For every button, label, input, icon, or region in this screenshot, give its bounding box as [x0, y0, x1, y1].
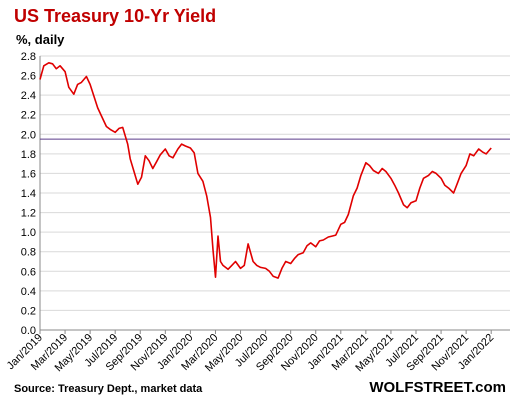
- y-tick-label: 1.4: [21, 188, 36, 200]
- y-tick-label: 1.8: [21, 149, 36, 161]
- y-tick-label: 1.2: [21, 208, 36, 220]
- y-tick-label: 0.8: [21, 247, 36, 259]
- y-tick-label: 0.6: [21, 266, 36, 278]
- y-tick-label: 1.6: [21, 168, 36, 180]
- y-tick-label: 0.2: [21, 305, 36, 317]
- y-tick-label: 2.0: [21, 129, 36, 141]
- y-tick-label: 2.2: [21, 110, 36, 122]
- y-tick-label: 2.6: [21, 71, 36, 83]
- y-tick-label: 1.0: [21, 227, 36, 239]
- y-tick-label: 0.0: [21, 325, 36, 337]
- brand-label: WOLFSTREET.com: [369, 379, 506, 396]
- y-tick-label: 0.4: [21, 286, 36, 298]
- y-tick-label: 2.8: [21, 51, 36, 63]
- y-tick-label: 2.4: [21, 90, 36, 102]
- source-note: Source: Treasury Dept., market data: [14, 383, 203, 395]
- series-line: [39, 62, 492, 279]
- chart-title: US Treasury 10-Yr Yield: [14, 6, 217, 26]
- y-axis-unit-label: %, daily: [16, 32, 65, 47]
